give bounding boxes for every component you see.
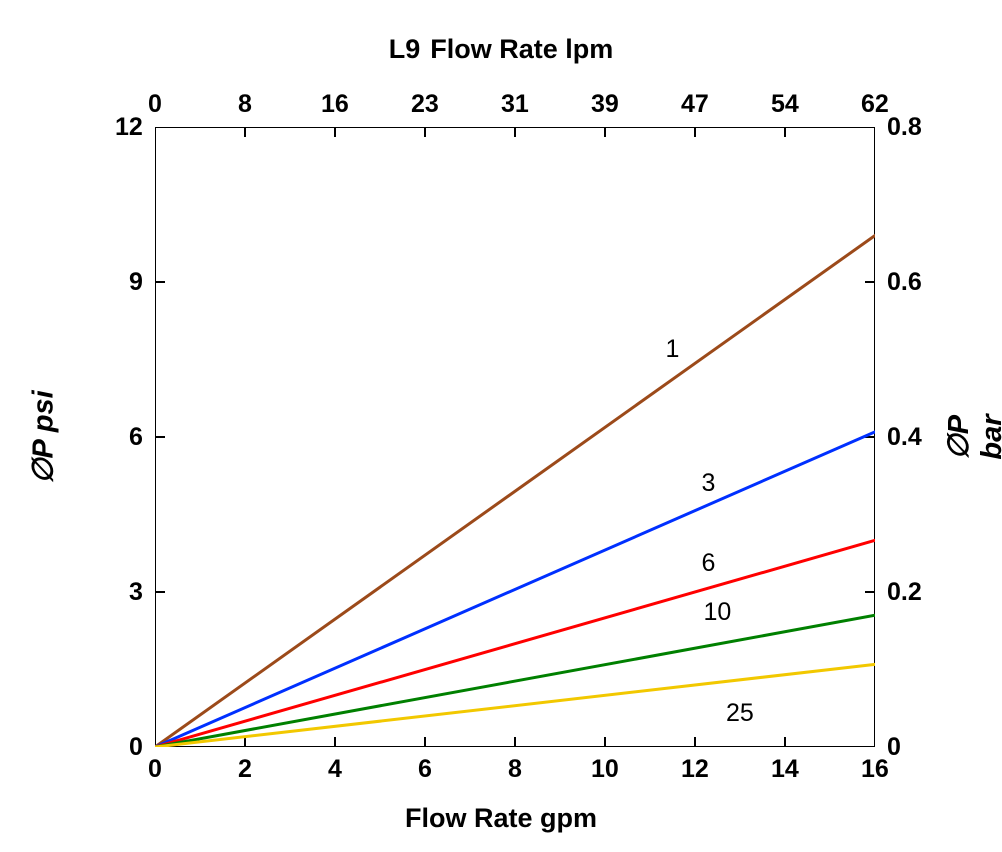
x-bottom-tick-label: 8	[508, 755, 522, 784]
x-bottom-tick-label: 10	[591, 755, 619, 784]
x-top-tick-label: 54	[771, 90, 799, 119]
x-bottom-tick-label: 6	[418, 755, 432, 784]
series-label: 6	[702, 549, 716, 578]
bottom-x-axis-title: Flow Rate gpm	[0, 803, 1002, 834]
top-x-axis-title: L9 Flow Rate lpm	[0, 34, 1002, 65]
x-bottom-tick-label: 16	[861, 755, 889, 784]
x-bottom-tick-label: 0	[148, 755, 162, 784]
series-label: 1	[666, 335, 680, 364]
y-right-tick-label: 0.6	[887, 268, 922, 297]
y-left-tick-label: 9	[129, 268, 143, 297]
x-top-tick-label: 23	[411, 90, 439, 119]
x-top-tick-label: 62	[861, 90, 889, 119]
series-label: 3	[702, 469, 716, 498]
x-top-tick-label: 47	[681, 90, 709, 119]
x-bottom-tick-label: 14	[771, 755, 799, 784]
x-top-tick-label: 16	[321, 90, 349, 119]
plot-area	[155, 127, 875, 747]
y-right-tick-label: 0.8	[887, 113, 922, 142]
x-top-tick-label: 8	[238, 90, 252, 119]
x-top-tick-label: 39	[591, 90, 619, 119]
series-label: 25	[726, 699, 754, 728]
top-title-text: Flow Rate lpm	[430, 34, 613, 64]
x-bottom-tick-label: 12	[681, 755, 709, 784]
y-left-tick-label: 6	[129, 423, 143, 452]
top-title-prefix: L9	[389, 34, 421, 65]
x-top-tick-label: 0	[148, 90, 162, 119]
series-label: 10	[704, 598, 732, 627]
y-left-tick-label: 3	[129, 578, 143, 607]
y-right-tick-label: 0.2	[887, 578, 922, 607]
x-bottom-tick-label: 4	[328, 755, 342, 784]
x-top-tick-label: 31	[501, 90, 529, 119]
y-right-tick-label: 0	[887, 733, 901, 762]
y-left-tick-label: 12	[115, 113, 143, 142]
chart-container: L9 Flow Rate lpm Flow Rate gpm ∅P psi ∅P …	[0, 0, 1002, 852]
right-y-axis-title: ∅P bar	[941, 414, 1002, 459]
y-left-tick-label: 0	[129, 733, 143, 762]
y-right-tick-label: 0.4	[887, 423, 922, 452]
x-bottom-tick-label: 2	[238, 755, 252, 784]
left-y-axis-title: ∅P psi	[26, 390, 61, 484]
